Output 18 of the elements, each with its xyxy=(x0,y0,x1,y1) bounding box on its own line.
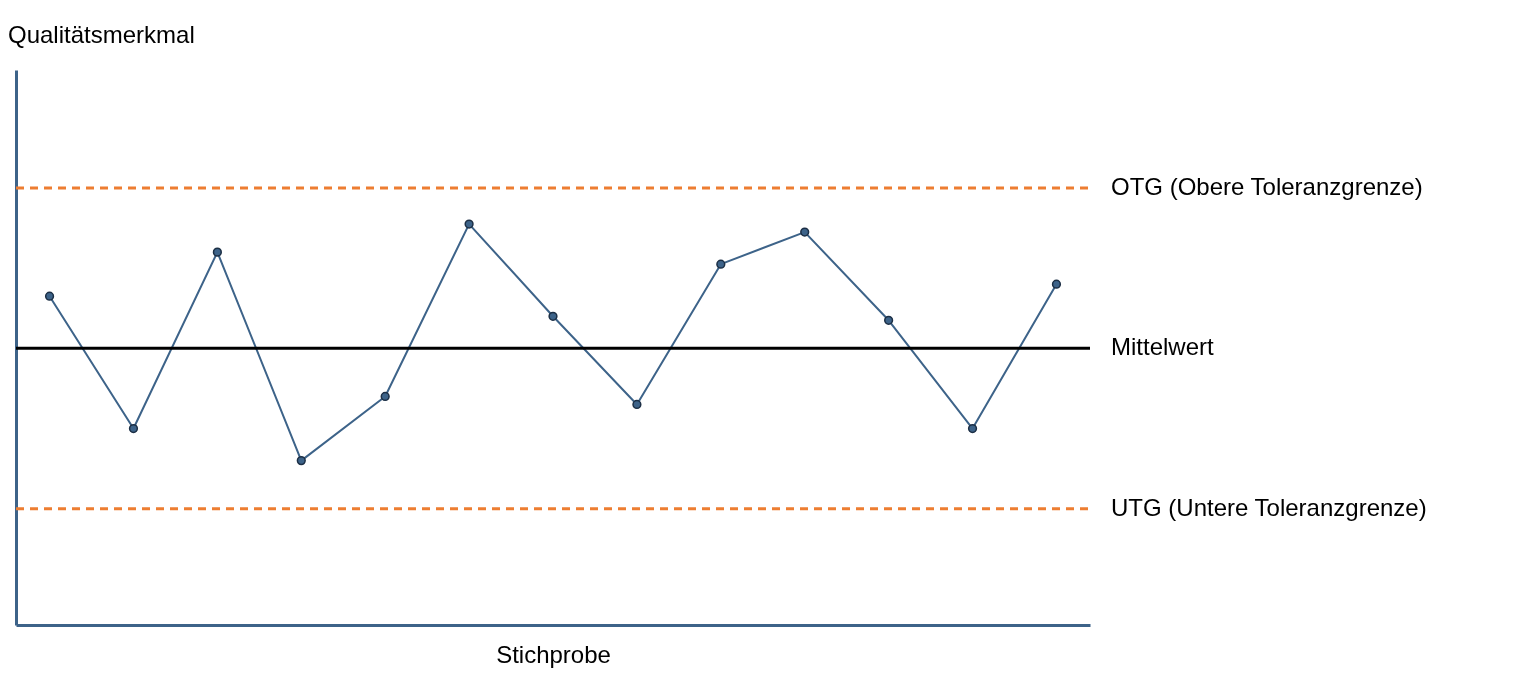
point xyxy=(212,247,222,257)
point xyxy=(1051,279,1062,289)
ref-line-label: UTG (Untere Toleranzgrenze) xyxy=(1111,493,1427,521)
point xyxy=(548,311,558,321)
point xyxy=(800,227,810,237)
x-axis-title: Stichprobe xyxy=(496,640,611,668)
point xyxy=(632,399,642,410)
ref-line-label: Mittelwert xyxy=(1111,333,1215,361)
point xyxy=(967,423,978,434)
point xyxy=(464,219,474,229)
point xyxy=(884,315,894,325)
ref-line-label: OTG (Obere Toleranzgrenze) xyxy=(1111,172,1423,200)
point xyxy=(128,423,139,434)
point xyxy=(296,456,306,466)
text: Qualitätsmerkmal xyxy=(8,21,195,48)
point xyxy=(716,259,726,269)
point xyxy=(380,391,390,402)
point xyxy=(44,291,55,301)
